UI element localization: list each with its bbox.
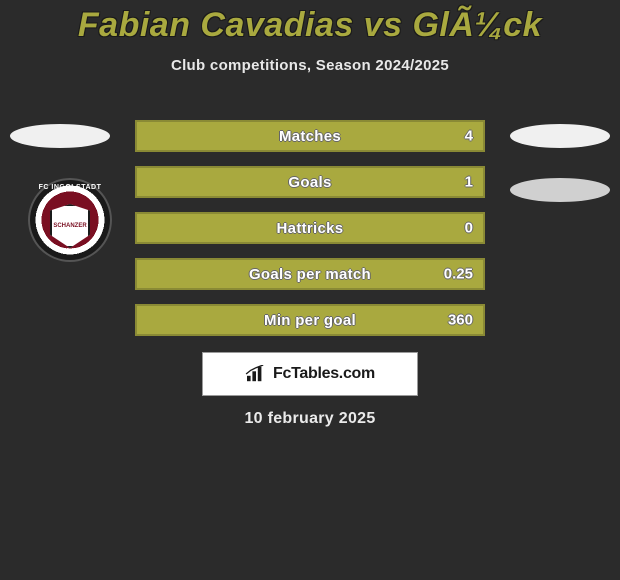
bar-label: Goals — [288, 174, 331, 191]
page-subtitle: Club competitions, Season 2024/2025 — [0, 57, 620, 74]
club-badge-ingolstadt: SCHANZER 04 — [28, 178, 112, 262]
bar-value: 4 — [465, 128, 473, 145]
page-title: Fabian Cavadias vs GlÃ¼ck — [0, 0, 620, 45]
bar-label: Min per goal — [264, 312, 356, 329]
date-label: 10 february 2025 — [0, 410, 620, 428]
player-left-placeholder — [10, 124, 110, 148]
bar-value: 1 — [465, 174, 473, 191]
bar-value: 0 — [465, 220, 473, 237]
bar-label: Matches — [279, 128, 341, 145]
club-badge-year: 04 — [28, 247, 112, 256]
bar-label: Hattricks — [277, 220, 344, 237]
bar-chart-icon — [245, 365, 267, 383]
bar-label: Goals per match — [249, 266, 371, 283]
bar-hattricks: Hattricks 0 — [135, 212, 485, 244]
bar-value: 0.25 — [444, 266, 473, 283]
bar-matches: Matches 4 — [135, 120, 485, 152]
club-badge-shield: SCHANZER — [50, 204, 90, 248]
stats-bars: Matches 4 Goals 1 Hattricks 0 Goals per … — [135, 120, 485, 350]
bar-goals-per-match: Goals per match 0.25 — [135, 258, 485, 290]
bar-min-per-goal: Min per goal 360 — [135, 304, 485, 336]
logo-text: FcTables.com — [273, 365, 375, 383]
club-right-placeholder — [510, 178, 610, 202]
fctables-logo: FcTables.com — [202, 352, 418, 396]
bar-goals: Goals 1 — [135, 166, 485, 198]
bar-value: 360 — [448, 312, 473, 329]
player-right-placeholder — [510, 124, 610, 148]
